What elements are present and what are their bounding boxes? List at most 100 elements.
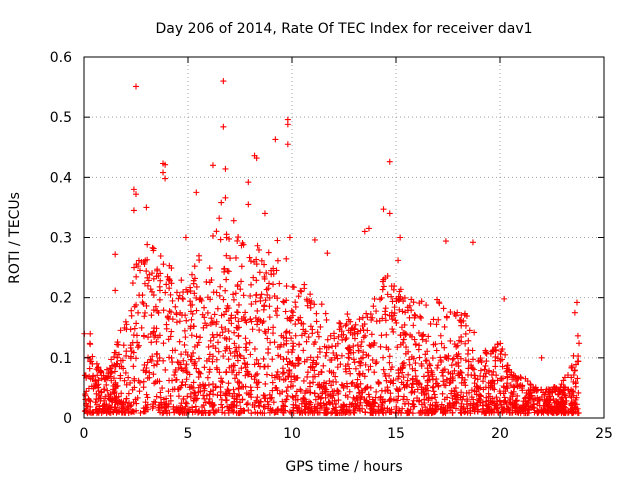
data-point xyxy=(361,321,368,328)
data-point xyxy=(178,312,185,319)
data-point xyxy=(304,369,311,376)
data-point xyxy=(399,308,406,315)
data-point xyxy=(382,373,389,380)
data-point xyxy=(338,403,345,410)
data-point xyxy=(206,391,213,398)
data-point xyxy=(269,406,276,413)
data-point xyxy=(234,281,241,288)
data-point xyxy=(221,334,228,341)
y-tick-label: 0.5 xyxy=(50,110,72,126)
data-point xyxy=(279,370,286,377)
data-point xyxy=(110,382,117,389)
data-point xyxy=(150,371,157,378)
data-point xyxy=(307,304,314,311)
data-point xyxy=(357,396,364,403)
data-point xyxy=(457,355,464,362)
y-tick-label: 0 xyxy=(63,411,72,427)
data-point xyxy=(344,383,351,390)
data-point xyxy=(213,289,220,296)
data-point xyxy=(357,327,364,334)
data-point xyxy=(409,375,416,382)
data-point xyxy=(229,369,236,376)
data-point xyxy=(143,364,150,371)
data-point xyxy=(492,363,499,370)
data-point xyxy=(378,294,385,301)
data-point xyxy=(344,311,351,318)
data-point xyxy=(521,403,528,410)
data-point xyxy=(360,349,367,356)
data-point xyxy=(230,217,237,224)
data-point xyxy=(261,261,268,268)
data-point xyxy=(231,340,238,347)
data-point xyxy=(305,404,312,411)
data-point xyxy=(326,377,333,384)
data-point xyxy=(510,402,517,409)
data-point xyxy=(351,335,358,342)
data-point xyxy=(417,313,424,320)
data-point xyxy=(510,383,517,390)
data-point xyxy=(378,387,385,394)
data-point xyxy=(558,381,565,388)
data-point xyxy=(246,254,253,261)
data-point xyxy=(141,313,148,320)
data-point xyxy=(155,309,162,316)
data-point xyxy=(283,396,290,403)
data-point xyxy=(238,315,245,322)
data-point xyxy=(115,393,122,400)
data-point xyxy=(560,384,567,391)
data-point xyxy=(332,404,339,411)
data-point xyxy=(477,372,484,379)
data-point xyxy=(556,387,563,394)
data-point xyxy=(162,175,169,182)
data-point xyxy=(225,328,232,335)
data-point xyxy=(226,405,233,412)
data-point xyxy=(292,299,299,306)
data-point xyxy=(289,393,296,400)
data-point xyxy=(196,369,203,376)
data-point xyxy=(347,370,354,377)
data-point xyxy=(187,298,194,305)
data-point xyxy=(251,361,258,368)
data-point xyxy=(209,331,216,338)
data-point xyxy=(465,337,472,344)
data-point xyxy=(224,267,231,274)
data-point xyxy=(307,389,314,396)
data-point xyxy=(201,364,208,371)
data-point xyxy=(86,397,93,404)
data-point xyxy=(184,369,191,376)
data-point xyxy=(274,295,281,302)
data-point xyxy=(416,354,423,361)
data-point xyxy=(449,356,456,363)
y-tick-label: 0.1 xyxy=(50,351,72,367)
data-point xyxy=(243,390,250,397)
data-point xyxy=(243,401,250,408)
data-point xyxy=(95,364,102,371)
data-point xyxy=(359,405,366,412)
data-point xyxy=(197,388,204,395)
data-point xyxy=(284,141,291,148)
data-point xyxy=(510,374,517,381)
data-point xyxy=(288,378,295,385)
data-point xyxy=(328,382,335,389)
data-point xyxy=(292,392,299,399)
data-point xyxy=(172,376,179,383)
data-point xyxy=(425,409,432,416)
data-point xyxy=(284,121,291,128)
data-point xyxy=(256,327,263,334)
data-point xyxy=(247,391,254,398)
data-point xyxy=(346,407,353,414)
data-point xyxy=(367,343,374,350)
data-point xyxy=(552,407,559,414)
data-point xyxy=(103,401,110,408)
data-point xyxy=(125,374,132,381)
data-point xyxy=(255,246,262,253)
data-point xyxy=(195,409,202,416)
data-point xyxy=(144,241,151,248)
data-point xyxy=(190,280,197,287)
data-point xyxy=(399,405,406,412)
data-point xyxy=(352,321,359,328)
data-point xyxy=(409,388,416,395)
data-point xyxy=(464,350,471,357)
data-point xyxy=(350,409,357,416)
data-point xyxy=(122,369,129,376)
